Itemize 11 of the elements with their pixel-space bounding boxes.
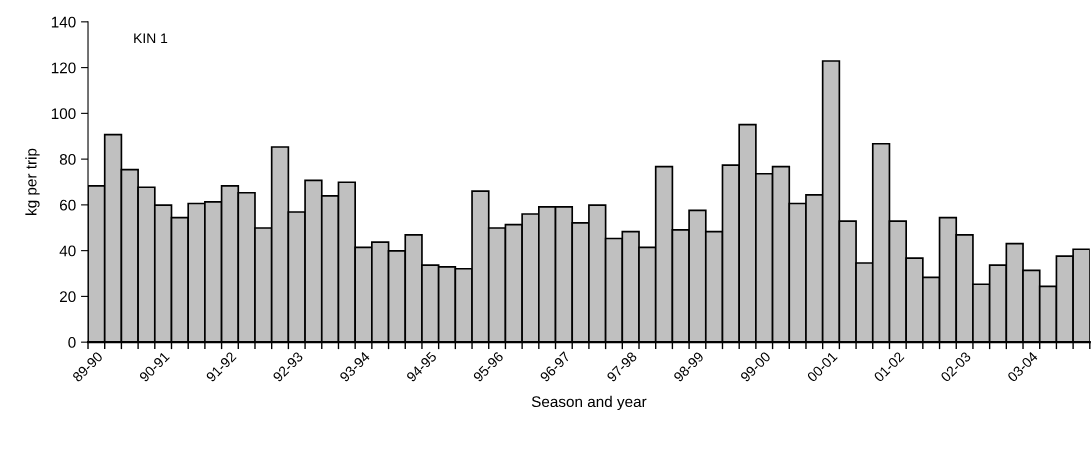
y-tick-label: 40 xyxy=(59,245,76,257)
y-tick-label: 140 xyxy=(51,16,76,28)
y-tick-label: 120 xyxy=(51,62,76,74)
y-tick-label: 100 xyxy=(51,108,76,120)
y-tick-label: 80 xyxy=(59,153,76,165)
y-tick-label: 0 xyxy=(68,337,76,348)
y-axis-title: kg per trip xyxy=(25,148,40,215)
annotation: KIN 1 xyxy=(134,33,168,44)
y-tick-label: 60 xyxy=(59,199,76,211)
x-axis-title: Season and year xyxy=(531,395,647,411)
y-tick-label: 20 xyxy=(59,291,76,303)
